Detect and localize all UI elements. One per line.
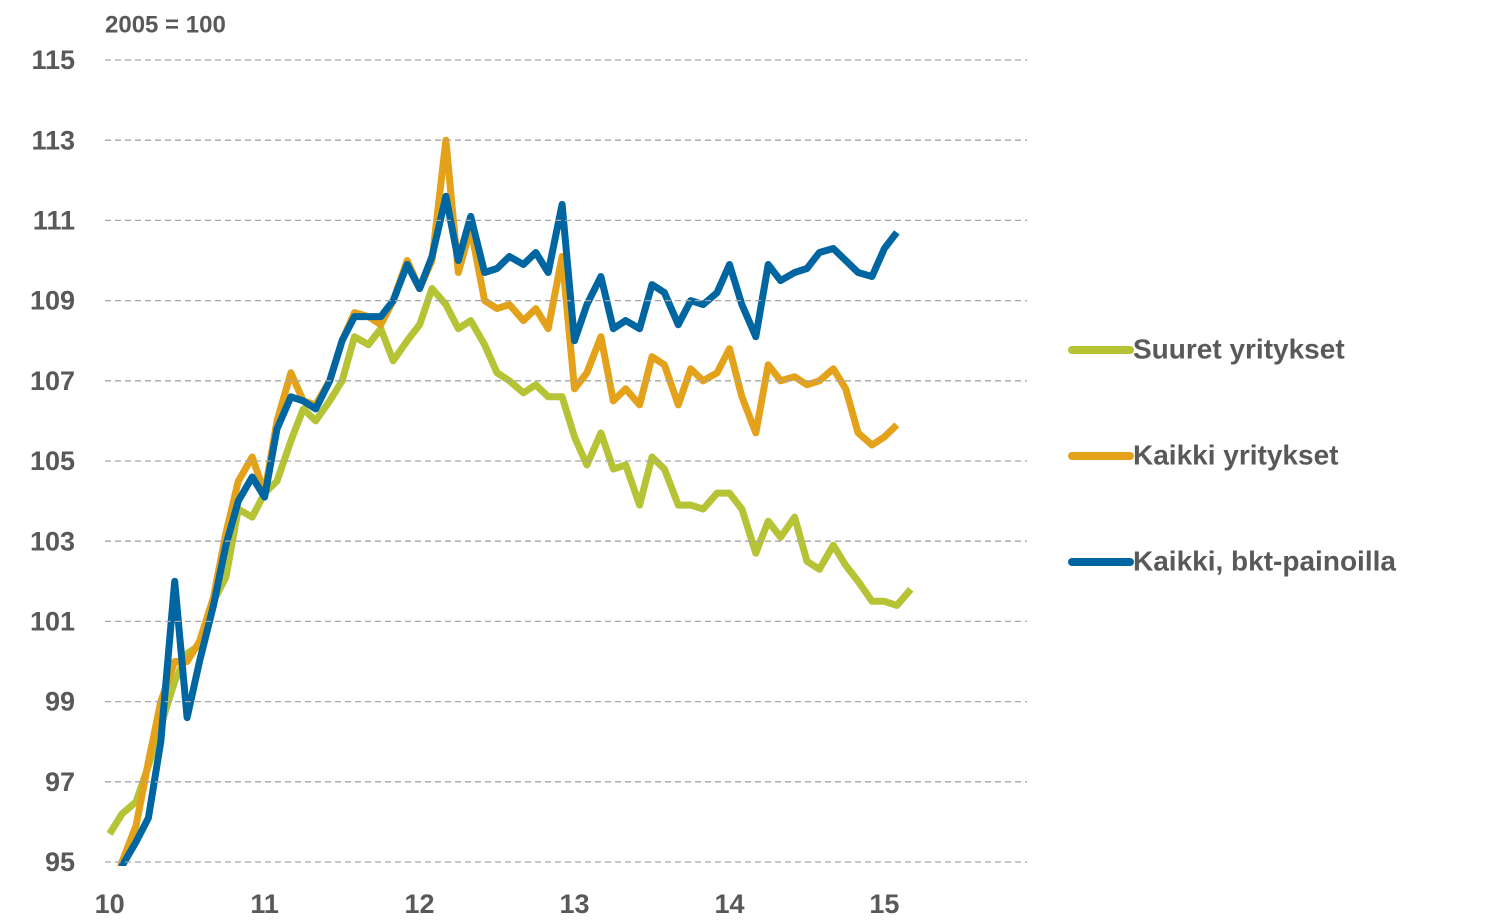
x-tick-label: 10 (95, 889, 125, 919)
y-tick-label: 113 (31, 125, 75, 155)
y-tick-label: 99 (45, 687, 75, 717)
y-tick-label: 105 (30, 446, 75, 476)
y-tick-label: 101 (30, 607, 75, 637)
y-tick-label: 109 (30, 286, 75, 316)
y-tick-label: 97 (45, 767, 75, 797)
y-tick-label: 115 (31, 45, 75, 75)
x-tick-label: 14 (714, 889, 744, 919)
y-tick-label: 111 (33, 206, 75, 236)
y-tick-label: 103 (30, 526, 75, 556)
series-line (106, 285, 914, 836)
legend-label: Kaikki yritykset (1133, 439, 1338, 470)
y-tick-label: 95 (45, 847, 75, 877)
plot-lines (106, 136, 914, 866)
series-line (118, 192, 900, 866)
x-tick-label: 11 (250, 889, 279, 919)
series-line (117, 136, 900, 866)
x-tick-label: 12 (405, 889, 435, 919)
legend-label: Suuret yritykset (1133, 333, 1345, 364)
legend-label: Kaikki, bkt-painoilla (1133, 545, 1396, 576)
annotation: 2005 = 100 (105, 11, 226, 38)
y-tick-label: 107 (30, 366, 75, 396)
x-tick-label: 13 (559, 889, 589, 919)
x-tick-label: 15 (869, 889, 899, 919)
